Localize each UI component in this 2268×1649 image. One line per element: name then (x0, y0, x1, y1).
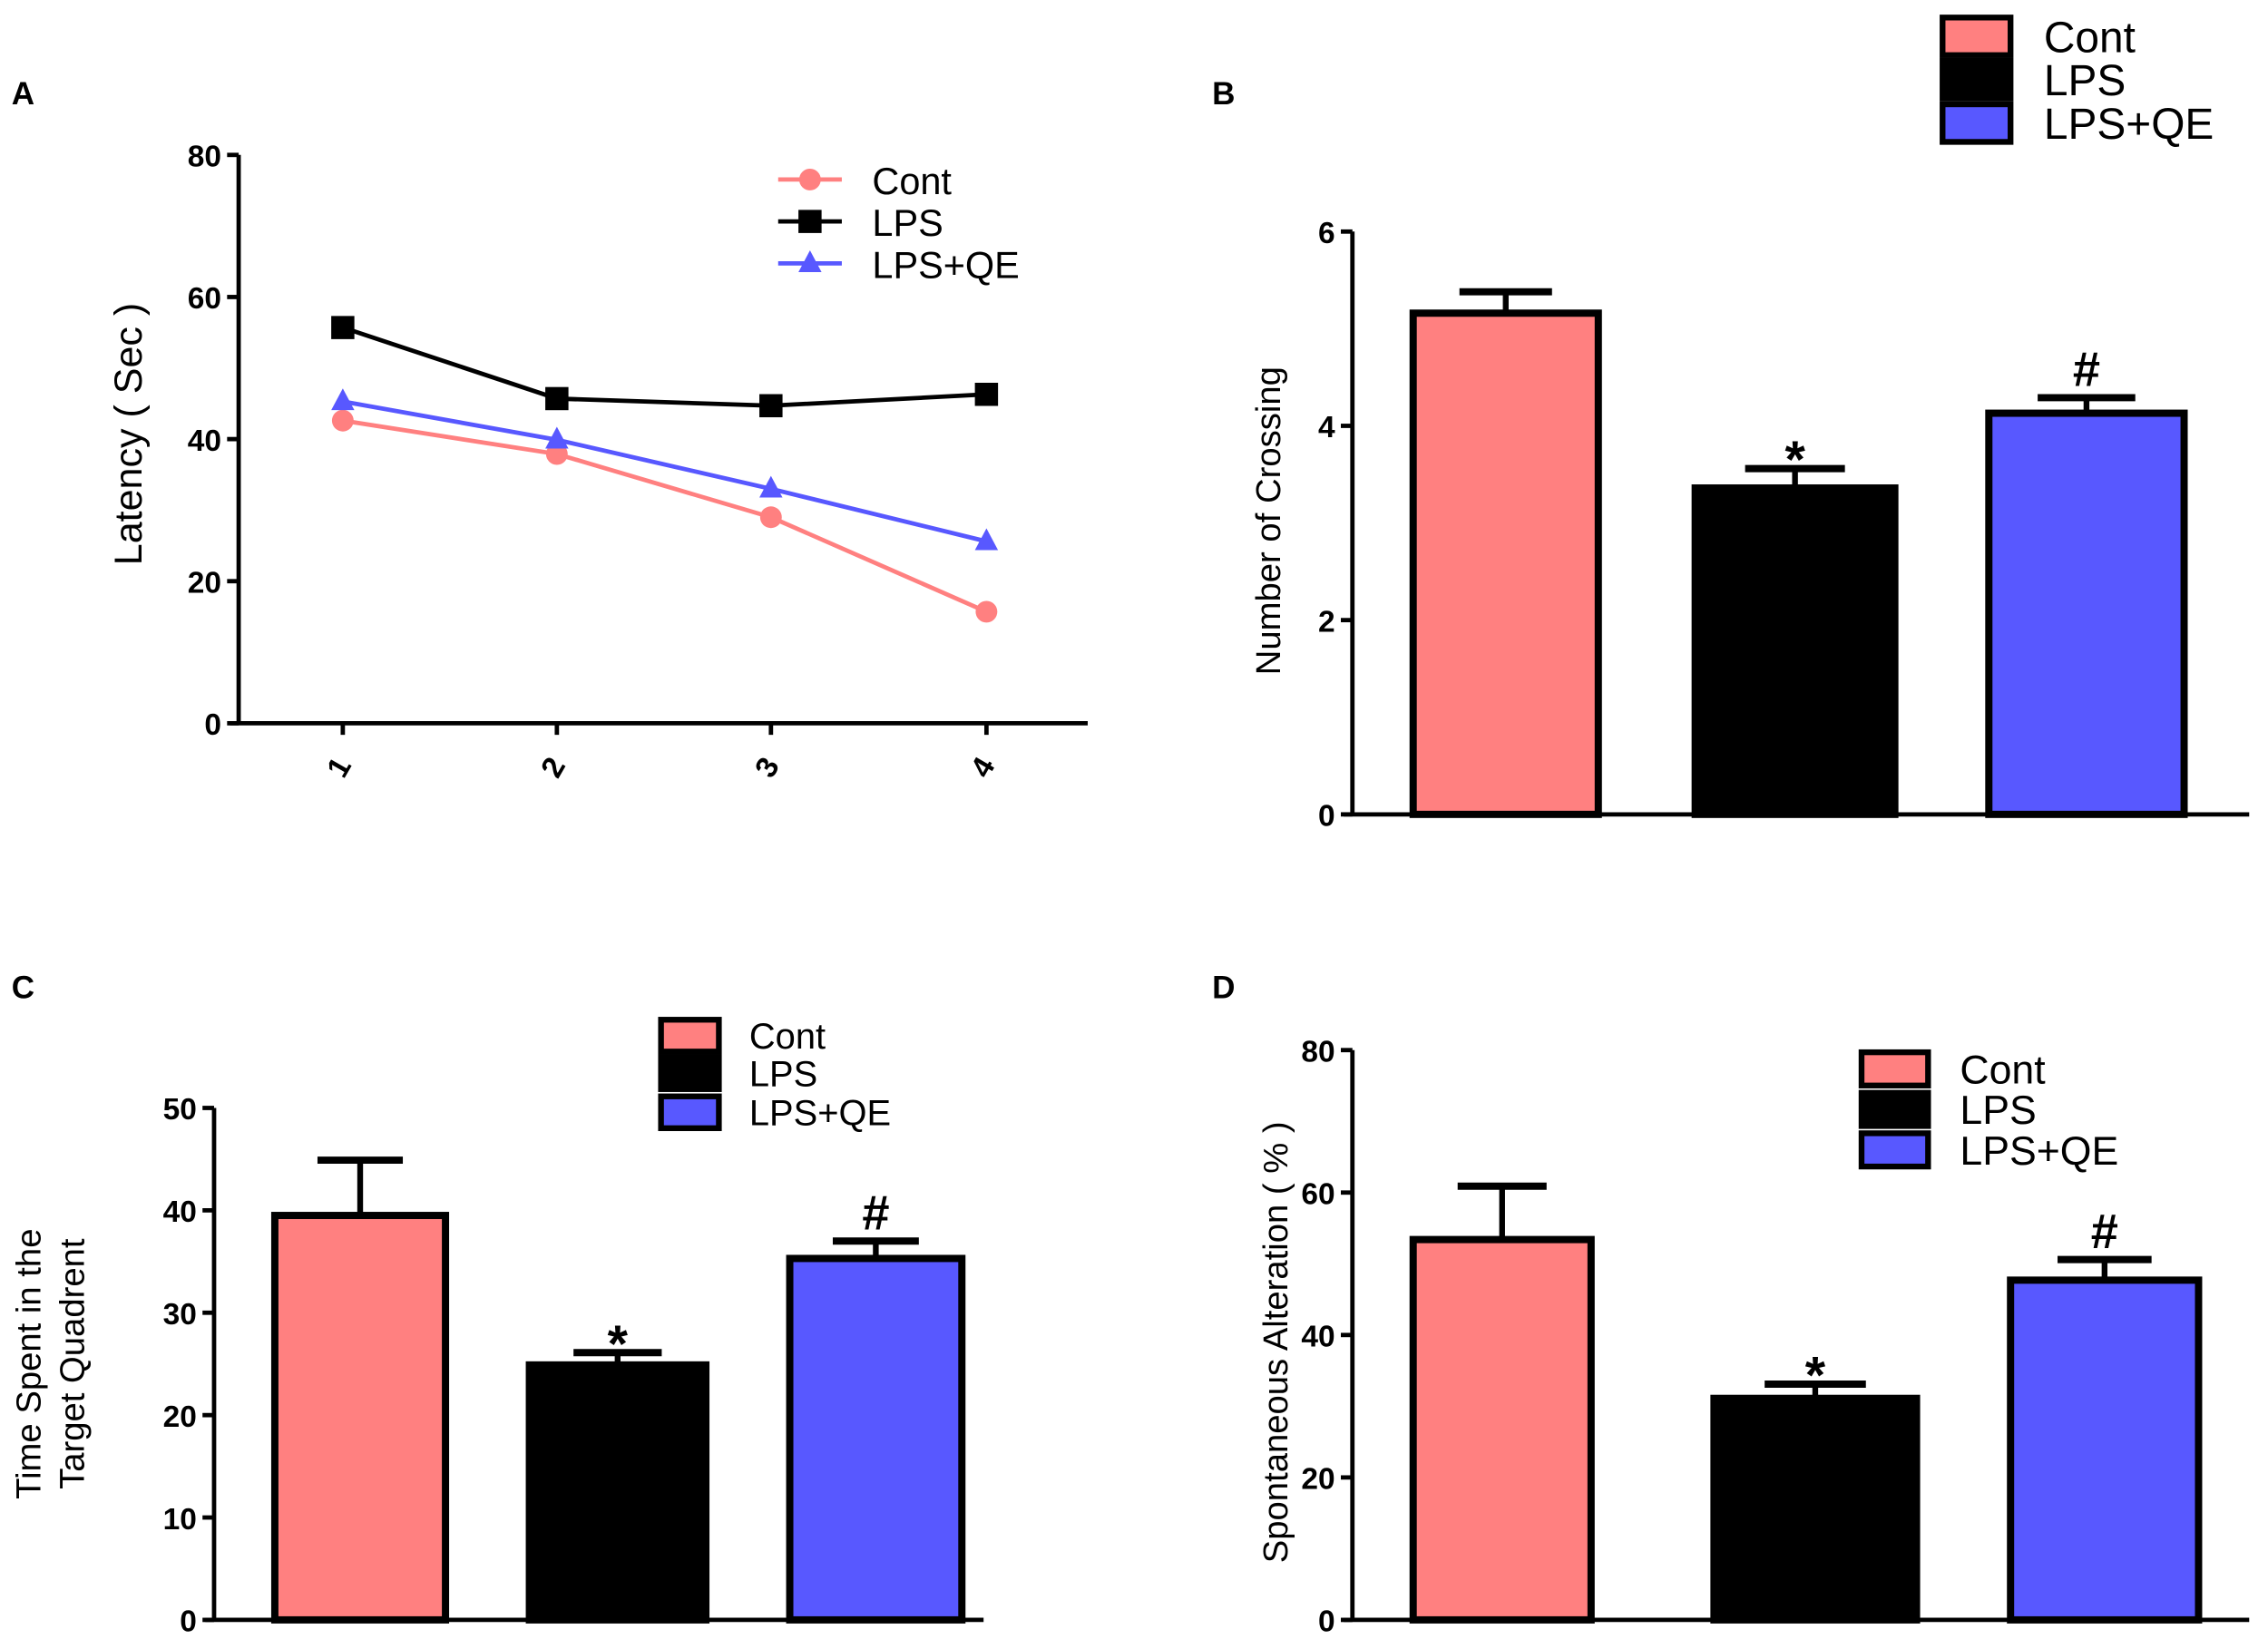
bar-lps (1710, 1394, 1921, 1624)
bar-lps-qe (2007, 1276, 2203, 1624)
significance-marker: # (2091, 1205, 2118, 1259)
bar-lps (525, 1361, 710, 1624)
panel-b: B 0 2 4 6 Number of Crossing Cont * LPS # LPS+QE (1212, 14, 2250, 834)
legend-label: Cont (2044, 14, 2136, 62)
y-tick-label: 40 (188, 424, 221, 458)
legend-swatch (1858, 1130, 1931, 1170)
x-tick-label: 2 (535, 752, 572, 784)
legend-swatch (658, 1017, 722, 1055)
legend-swatch (1940, 15, 2014, 58)
data-point (331, 316, 355, 339)
y-tick-label: 2 (1318, 605, 1335, 639)
data-point (545, 443, 568, 465)
data-point (331, 388, 355, 411)
legend-label: LPS+QE (872, 243, 1019, 286)
data-point (975, 600, 998, 623)
legend-swatch (658, 1093, 722, 1132)
y-tick-label: 60 (1301, 1178, 1334, 1212)
x-tick-label: 4 (964, 752, 1002, 784)
bar-lps-qe (786, 1254, 966, 1624)
bar-cont (270, 1212, 450, 1624)
y-tick-label: 4 (1318, 411, 1335, 444)
data-point (759, 475, 783, 498)
legend-label: LPS (1960, 1088, 2036, 1133)
y-tick-label: 20 (1301, 1463, 1334, 1497)
panel-a: A 0 20 40 60 80 Latency ( Sec ) 1 2 3 4 ContLPSLPS+… (12, 76, 1088, 784)
legend-marker (798, 250, 822, 272)
significance-marker: * (1805, 1347, 1826, 1405)
legend-label: Cont (1960, 1049, 2046, 1093)
data-point (545, 426, 569, 449)
series-line-lps (342, 325, 987, 408)
y-tick-label: 60 (188, 282, 221, 316)
legend-swatch (1940, 57, 2014, 102)
y-tick-label: 0 (204, 708, 221, 742)
panel-label: B (1212, 76, 1235, 112)
x-tick-label: 1 (321, 752, 358, 784)
y-tick-label: 0 (180, 1605, 197, 1639)
data-point (974, 382, 999, 406)
significance-marker: # (2073, 343, 2100, 397)
y-axis-label: Spontaneous Alteration ( % ) (1256, 1121, 1295, 1563)
legend-label: Cont (749, 1017, 826, 1057)
data-point (974, 528, 999, 551)
y-axis-label: Target Quadrent (53, 1238, 92, 1489)
legend-label: LPS+QE (749, 1094, 891, 1134)
legend-marker (798, 210, 822, 233)
legend-swatch (1858, 1089, 1931, 1129)
y-tick-label: 0 (1318, 1605, 1335, 1639)
panel-label: A (12, 76, 34, 112)
legend-label: LPS+QE (2044, 101, 2214, 149)
panel-c: C 0 10 20 30 40 50 Time Spent in the Target Quad… (10, 970, 984, 1639)
y-tick-label: 30 (163, 1298, 197, 1332)
y-tick-label: 80 (1301, 1035, 1334, 1068)
y-tick-label: 40 (1301, 1321, 1334, 1354)
data-point (331, 409, 354, 432)
y-tick-label: 0 (1318, 800, 1335, 834)
bar-cont (1409, 1235, 1595, 1624)
data-point (759, 394, 783, 418)
significance-marker: * (608, 1315, 629, 1373)
x-tick-label: 3 (749, 752, 787, 784)
y-tick-label: 20 (163, 1400, 197, 1434)
data-point (759, 506, 782, 529)
y-tick-label: 10 (163, 1503, 197, 1537)
legend-marker (798, 168, 821, 190)
legend-swatch (658, 1054, 722, 1092)
legend-swatch (1858, 1049, 1931, 1088)
y-tick-label: 80 (188, 141, 221, 174)
bar-cont (1409, 309, 1602, 818)
panel-d: D 0 20 40 60 80 Spontaneous Alteration ( % ) Co… (1212, 970, 2250, 1639)
legend-label: LPS (2044, 57, 2126, 105)
bar-lps-qe (1985, 409, 2188, 818)
series-line-cont (342, 418, 988, 614)
data-point (545, 386, 569, 411)
y-axis-label: Time Spent in the (10, 1229, 49, 1499)
y-tick-label: 20 (188, 566, 221, 600)
y-axis-label: Number of Crossing (1249, 366, 1288, 675)
legend-label: LPS (872, 201, 943, 244)
bar-lps (1691, 484, 1899, 818)
y-tick-label: 6 (1318, 217, 1335, 250)
panel-label: D (1212, 970, 1235, 1005)
legend-swatch (1940, 101, 2014, 145)
significance-marker: # (862, 1186, 889, 1240)
legend-label: LPS+QE (1960, 1129, 2118, 1174)
series-line-lps-qe (342, 399, 987, 544)
panel-label: C (12, 970, 34, 1005)
y-tick-label: 40 (163, 1195, 197, 1229)
y-tick-label: 50 (163, 1093, 197, 1127)
y-axis-label: Latency ( Sec ) (107, 303, 151, 565)
legend-label: LPS (749, 1055, 817, 1095)
significance-marker: * (1784, 431, 1805, 489)
legend-label: Cont (872, 160, 952, 202)
